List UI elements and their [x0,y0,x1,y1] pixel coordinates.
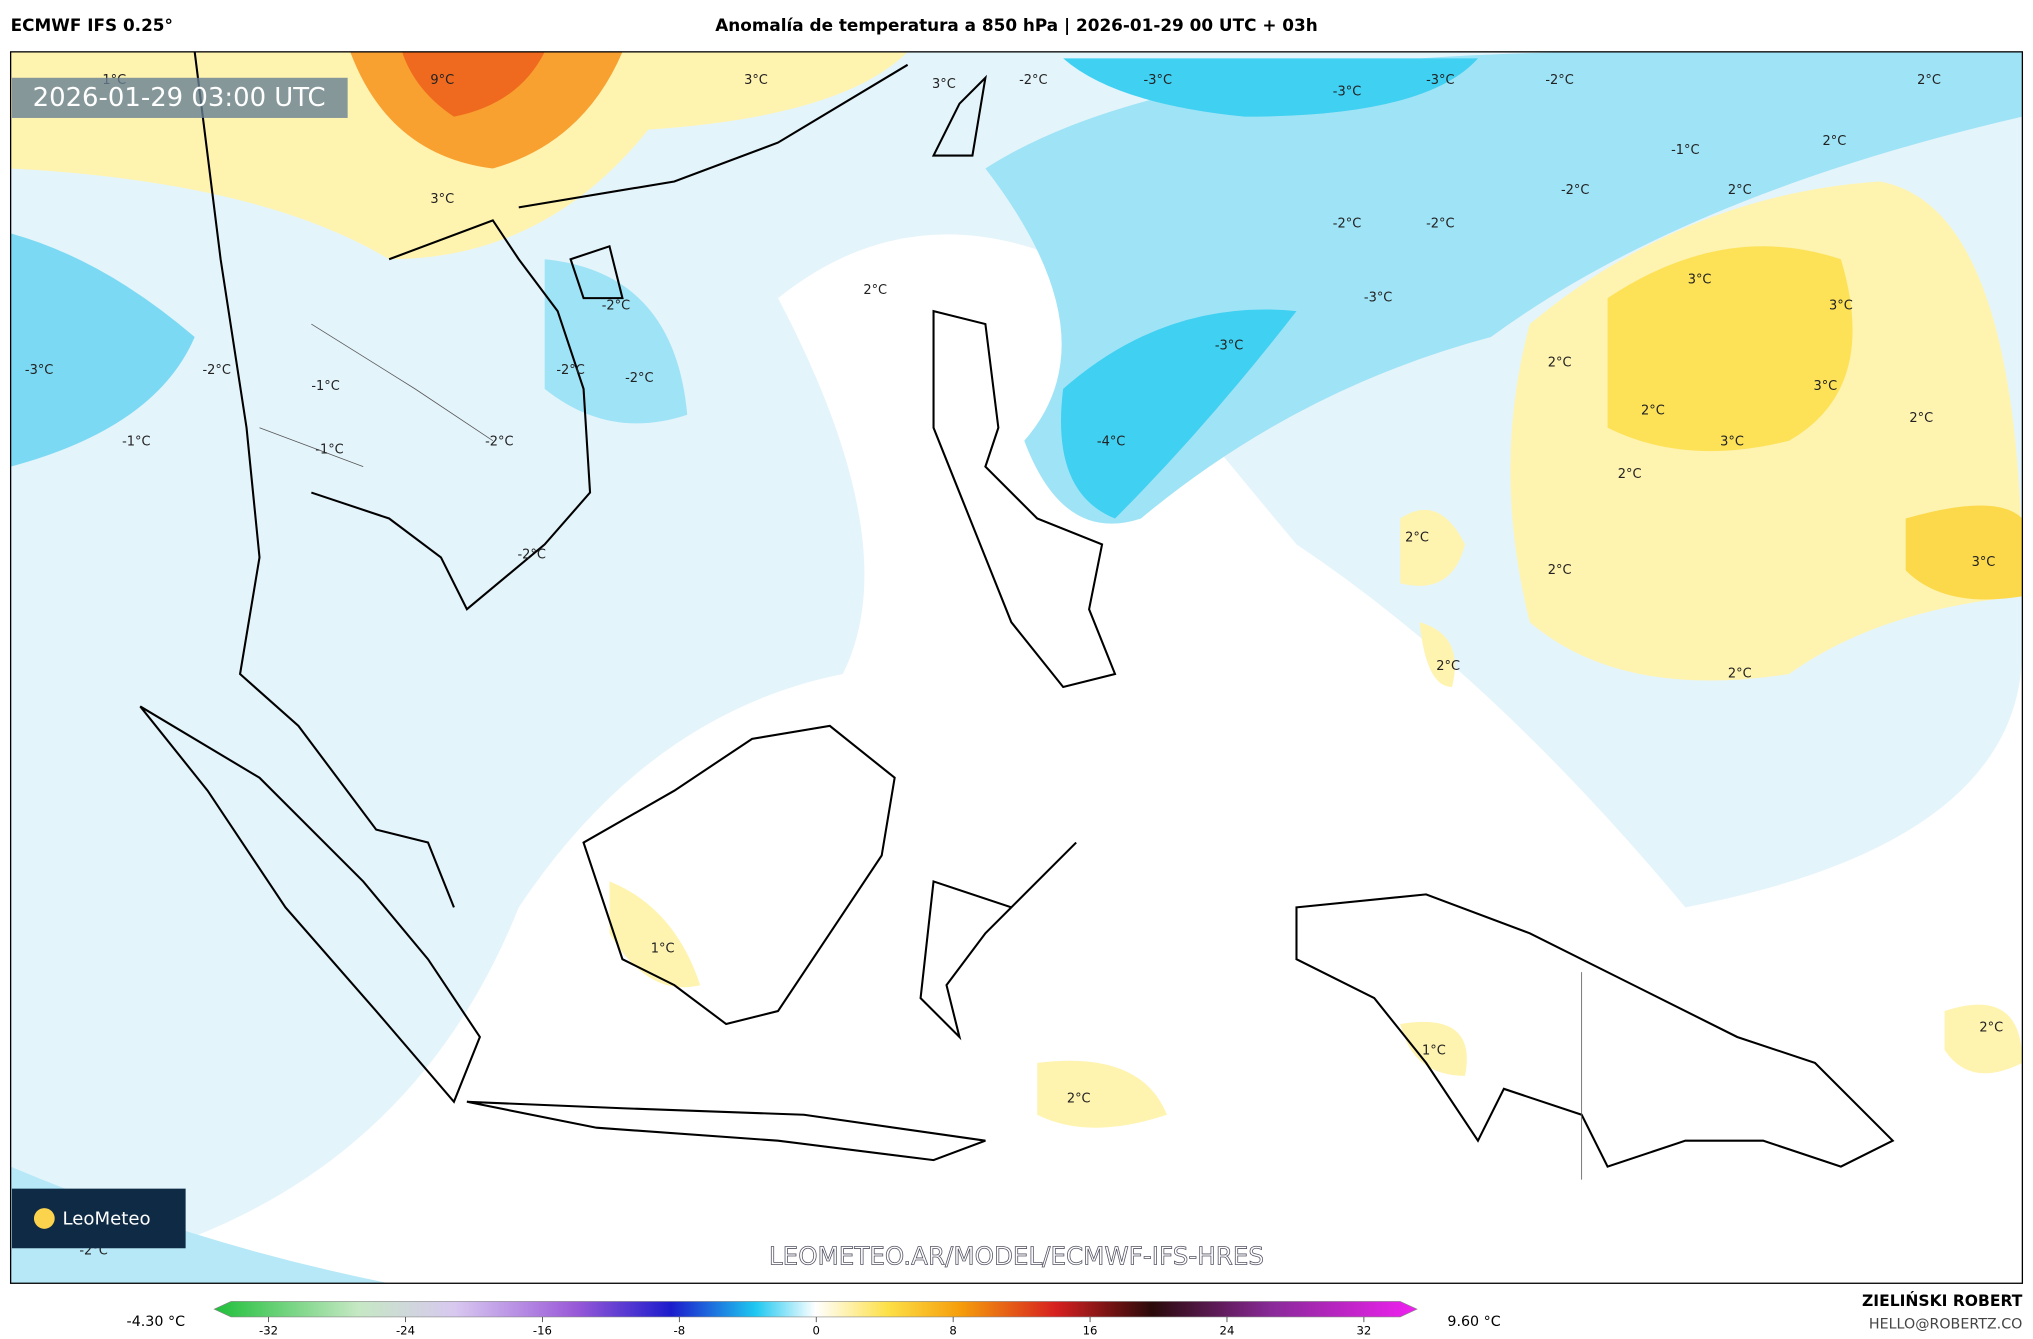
cold-area [10,1166,390,1284]
contour-label: 2°C [1618,467,1642,482]
contour-label: -2°C [1333,217,1361,232]
coastline [139,705,482,1104]
map-title: Anomalía de temperatura a 850 hPa | 2026… [715,15,1318,35]
contour-label: -1°C [1671,143,1699,158]
contour-label: 2°C [1641,403,1665,418]
coastline [466,1100,986,1162]
contour-label: -1°C [122,435,150,450]
contour-label: -3°C [1215,339,1243,354]
contour-label: 2°C [1436,659,1460,674]
contour-label: 3°C [1688,272,1712,287]
colorbar-tick-label: -32 [259,1324,278,1338]
colorbar-min: -4.30 °C [127,1314,186,1330]
colorbar-tick-label: -8 [674,1324,686,1338]
coastline [518,63,909,209]
border [259,323,1583,1180]
contour-label: 2°C [1823,134,1847,149]
contour-label: 1°C [651,941,675,956]
colorbar-tick-label: -24 [396,1324,415,1338]
timestamp-box [11,77,348,118]
neutral-area [10,234,2023,1284]
contour-label: -3°C [1144,73,1172,88]
logo-sun [33,1208,55,1229]
credit-contact: HELLO@ROBERTZ.CO [1869,1317,2022,1333]
contour-label: 2°C [1728,667,1752,682]
colorbar-tick-label: 0 [813,1324,820,1338]
colorbar-tick-label: -16 [533,1324,552,1338]
contour-label: -1°C [315,442,343,457]
colorbar [213,1301,1418,1318]
map-area: 9°C 3°C 3°C -2°C -3°C -3°C -3°C -2°C 2°C 1°C 2°C -1… [10,51,2023,1284]
map-frame [9,51,2024,1284]
contour-label: 2°C [1548,563,1572,578]
credit-author: ZIELIŃSKI ROBERT [1862,1291,2023,1310]
contour-label: -2°C [1545,73,1573,88]
contour-label: 3°C [1720,435,1744,450]
coastline [1295,893,1895,1168]
colorbar-tick-label: 8 [949,1324,956,1338]
contour-label: -2°C [602,298,630,313]
colorbar-max: 9.60 °C [1447,1314,1500,1330]
contour-label: 2°C [1548,355,1572,370]
warm-core [1905,505,2023,600]
contour-label: -2°C [1561,183,1589,198]
contour-label: 3°C [430,192,454,207]
contour-label: 9°C [430,73,454,88]
contour-label: 2°C [1405,530,1429,545]
contour-label: 2°C [1917,73,1941,88]
cold-area [985,51,2023,524]
contour-label: 1°C [1422,1044,1446,1059]
coastline [193,51,455,908]
contour-label: 2°C [1909,411,1933,426]
contour-label: -2°C [1426,217,1454,232]
coastline [919,841,1077,1041]
contour-label: 2°C [1728,183,1752,198]
contour-label: -2°C [517,547,545,562]
contour-label: -3°C [1364,291,1392,306]
contour-label: -3°C [25,363,53,378]
cold-core [1061,309,1297,519]
coastline [931,74,987,157]
contour-labels: 9°C 3°C 3°C -2°C -3°C -3°C -3°C -2°C 2°C 1°C 2°C -1… [25,73,2003,1258]
watermark: LEOMETEO.AR/MODEL/ECMWF-IFS-HRES [769,1241,1264,1270]
logo-text: LeoMeteo [62,1209,150,1230]
contour-label: -2°C [556,363,584,378]
contour-label: -3°C [1333,85,1361,100]
warm-core [1607,246,1853,452]
contour-label: 2°C [1067,1092,1091,1107]
contour-label: -2°C [203,363,231,378]
contour-label: -1°C [311,379,339,394]
coastlines [139,51,1895,1180]
contour-label: 3°C [1829,298,1853,313]
cold-core [1063,58,1478,117]
hot-core [402,51,545,117]
contour-label: 3°C [1813,379,1837,394]
colorbar-tick-label: 32 [1356,1324,1371,1338]
coastline [569,244,624,300]
colorbar-ticks: -32 -24 -16 -8 0 8 16 24 32 [259,1316,1371,1338]
contour-label: -3°C [1426,73,1454,88]
contour-label: -4°C [1097,435,1125,450]
contour-label: 2°C [863,283,887,298]
coastline [932,309,1117,689]
coastline [311,219,592,611]
model-name: ECMWF IFS 0.25° [11,15,173,35]
coastline [582,724,896,1026]
colorbar-tick-label: 24 [1220,1324,1235,1338]
contour-label: 3°C [744,73,768,88]
contour-label: 3°C [1972,555,1996,570]
contour-label: -2°C [485,435,513,450]
contour-label: -2°C [1019,73,1047,88]
contour-label: -2°C [625,371,653,386]
contour-label: 3°C [932,77,956,92]
cold-area [10,233,195,467]
colorbar-tick-label: 16 [1083,1324,1098,1338]
contour-label: 2°C [1979,1020,2003,1035]
timestamp: 2026-01-29 03:00 UTC [33,83,326,113]
